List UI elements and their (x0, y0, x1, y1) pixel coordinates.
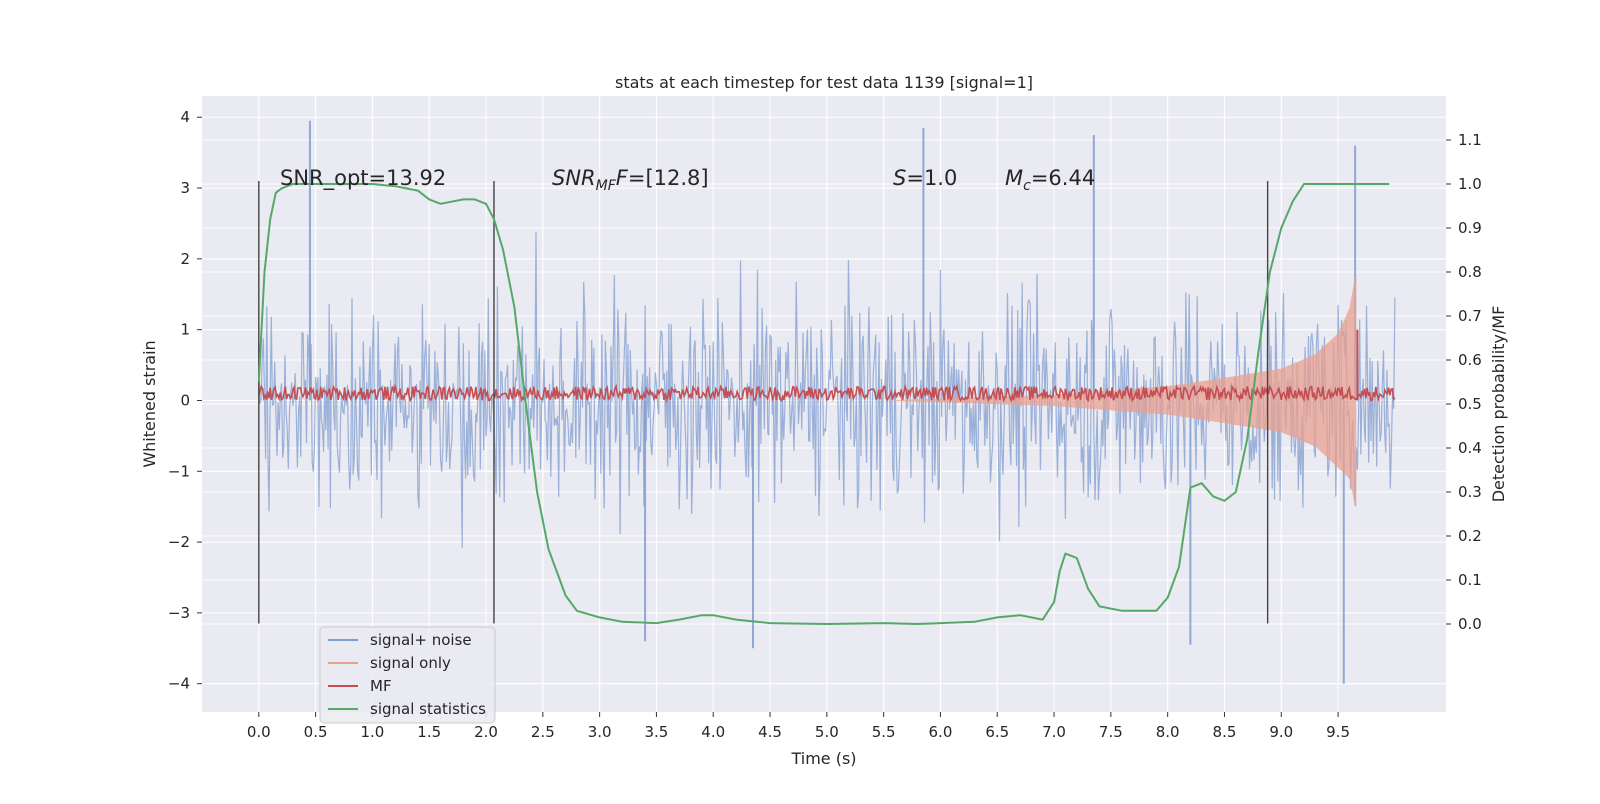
annotation-snr-mf-subscript: MF (596, 178, 617, 194)
x-tick-label: 9.5 (1326, 723, 1350, 741)
x-tick-label: 1.0 (360, 723, 384, 741)
x-tick-label: 4.0 (701, 723, 725, 741)
legend: signal+ noise signal only MF signal stat… (319, 626, 496, 724)
y-ticks-right: 1.1 1.0 0.9 0.8 0.7 0.6 0.5 0.4 0.3 0.2 0.1 0.0 (1446, 131, 1482, 633)
legend-label-signal-noise: signal+ noise (370, 631, 472, 649)
series-signal-statistics (257, 183, 1390, 625)
y-tick-label-right: 0.5 (1458, 395, 1482, 413)
x-axis-label: Time (s) (790, 749, 856, 768)
annotation-s-symbol: S (893, 166, 906, 190)
legend-label-signal-statistics: signal statistics (370, 700, 486, 718)
y-tick-label-left: −4 (168, 675, 190, 693)
x-tick-label: 6.0 (929, 723, 953, 741)
annotation-s: S=1.0 (893, 166, 957, 190)
y-tick-label-left: 4 (180, 108, 190, 126)
x-tick-label: 3.5 (644, 723, 668, 741)
x-tick-label: 8.5 (1213, 723, 1237, 741)
y-tick-label-right: 1.0 (1458, 175, 1482, 193)
x-ticks: 0.0 0.5 1.0 1.5 2.0 2.5 3.0 3.5 4.0 4.5 5.0 5.5 6.0 6… (247, 712, 1350, 741)
annotation-mc: Mc=6.44 (1005, 166, 1095, 194)
y-tick-label-left: 3 (180, 179, 190, 197)
x-tick-label: 2.5 (531, 723, 555, 741)
annotation-s-value: =1.0 (906, 166, 957, 190)
y-tick-label-right: 0.6 (1458, 351, 1482, 369)
x-tick-label: 1.5 (417, 723, 441, 741)
y-tick-label-left: −2 (168, 533, 190, 551)
x-tick-label: 0.5 (304, 723, 328, 741)
annotation-snr-mf: SNRMFF=[12.8] (552, 166, 709, 194)
y-tick-label-right: 0.0 (1458, 615, 1482, 633)
x-tick-label: 6.5 (985, 723, 1009, 741)
annotation-mc-symbol: M (1005, 166, 1023, 190)
annotation-snr-mf-symbol: SNR (552, 166, 596, 190)
y-tick-label-left: −1 (168, 462, 190, 480)
y-tick-label-right: 0.1 (1458, 571, 1482, 589)
y-tick-label-left: 0 (180, 391, 190, 409)
y-tick-label-left: 2 (180, 250, 190, 268)
vertical-markers (258, 180, 1269, 624)
annotation-mc-subscript: c (1023, 178, 1031, 194)
x-tick-label: 9.0 (1269, 723, 1293, 741)
legend-label-mf: MF (370, 677, 392, 695)
y-tick-label-right: 0.2 (1458, 527, 1482, 545)
annotation-snr-opt: SNR_opt=13.92 (280, 166, 446, 191)
series-mf (258, 329, 1396, 404)
y-axis-label-right: Detection probability/MF (1489, 306, 1508, 503)
x-tick-label: 8.0 (1156, 723, 1180, 741)
y-tick-label-left: 1 (180, 321, 190, 339)
y-tick-label-right: 0.9 (1458, 219, 1482, 237)
x-tick-label: 5.5 (872, 723, 896, 741)
series-line-mf (258, 383, 1396, 404)
y-tick-label-right: 0.4 (1458, 439, 1482, 457)
y-tick-label-right: 1.1 (1458, 131, 1482, 149)
annotation-snr-mf-value: =[12.8] (628, 166, 709, 190)
x-tick-label: 5.0 (815, 723, 839, 741)
y-ticks-left: 4 3 2 1 0 −1 −2 −3 −4 (168, 108, 202, 693)
x-tick-label: 3.0 (588, 723, 612, 741)
y-tick-label-left: −3 (168, 604, 190, 622)
chart-title: stats at each timestep for test data 113… (615, 73, 1033, 92)
x-tick-label: 7.5 (1099, 723, 1123, 741)
annotation-mc-value: =6.44 (1031, 166, 1095, 190)
y-tick-label-right: 0.8 (1458, 263, 1482, 281)
x-tick-label: 2.0 (474, 723, 498, 741)
series-line-signal-statistics (257, 183, 1390, 625)
y-tick-label-right: 0.3 (1458, 483, 1482, 501)
y-tick-label-right: 0.7 (1458, 307, 1482, 325)
x-tick-label: 0.0 (247, 723, 271, 741)
x-tick-label: 7.0 (1042, 723, 1066, 741)
x-tick-label: 4.5 (758, 723, 782, 741)
annotation-snr-mf-f: F (616, 166, 629, 190)
y-axis-label-left: Whitened strain (140, 340, 159, 467)
legend-box (319, 626, 496, 724)
legend-label-signal-only: signal only (370, 654, 451, 672)
